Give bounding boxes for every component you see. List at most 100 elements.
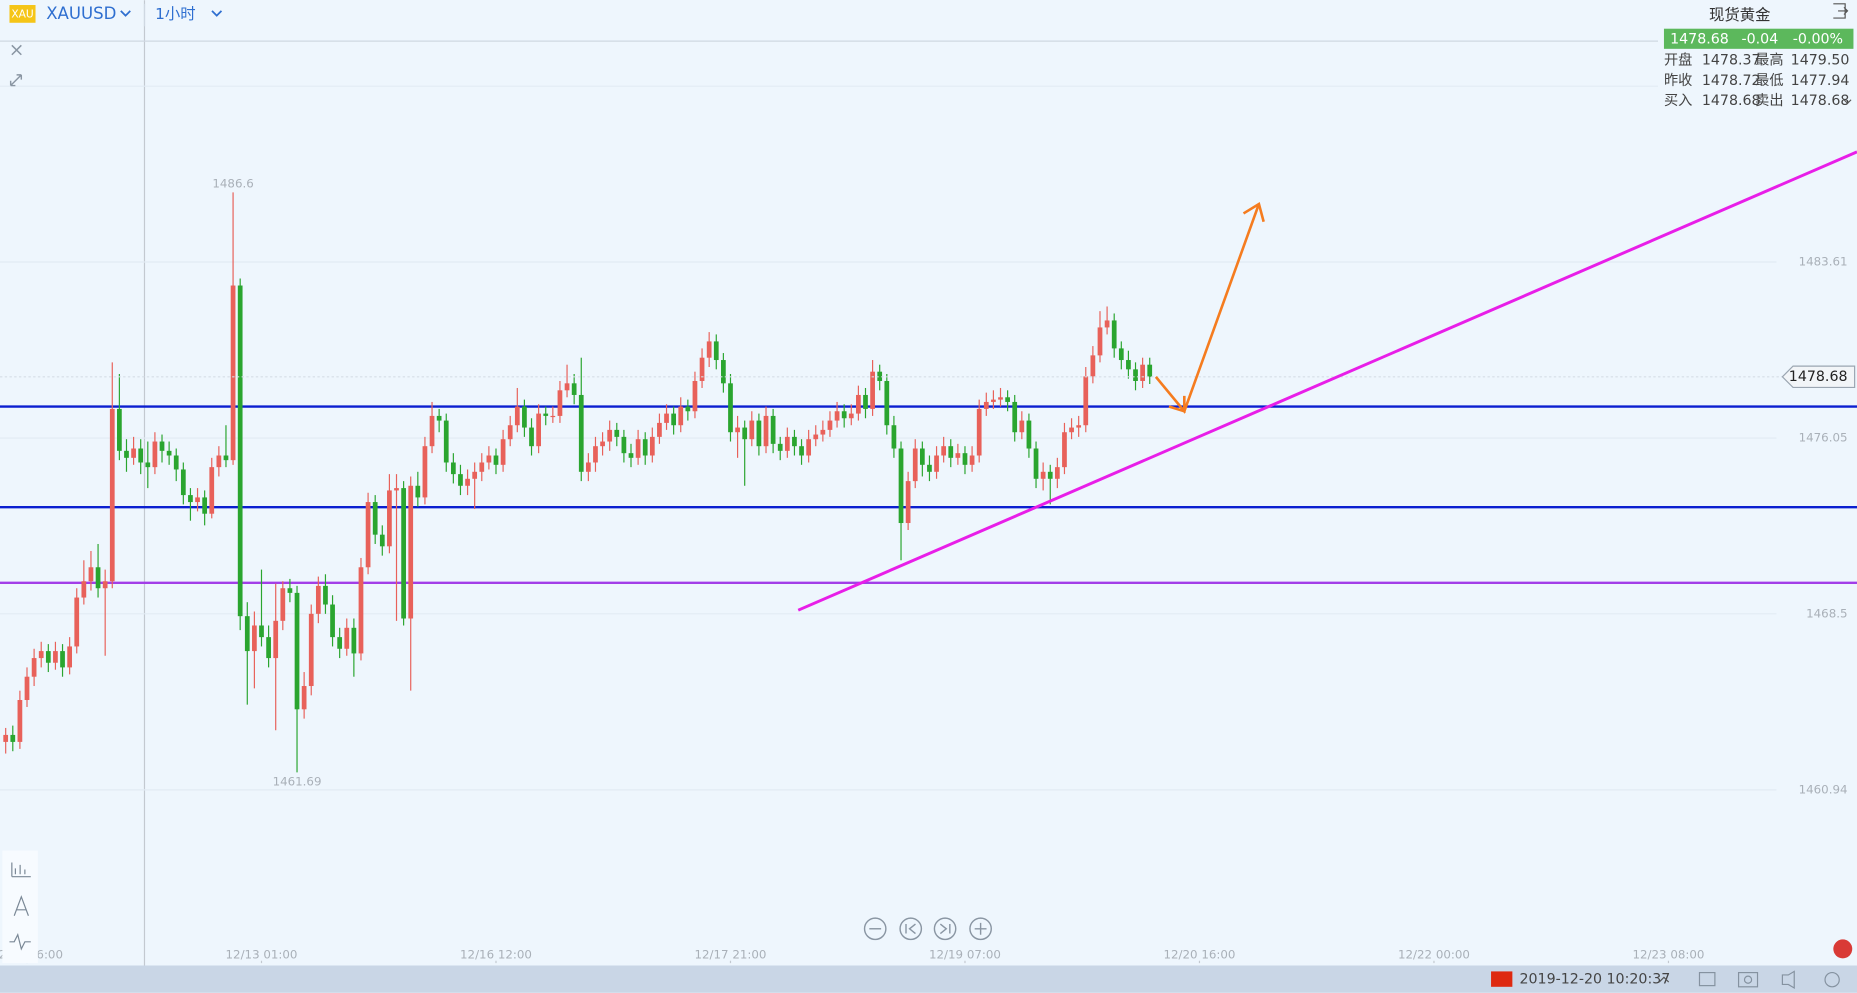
candle-body: [898, 448, 904, 524]
candle-body: [699, 357, 705, 381]
candle-body: [756, 420, 762, 447]
expand-icon[interactable]: [1843, 99, 1852, 105]
candle-body: [536, 413, 541, 447]
candle-body: [884, 380, 890, 426]
candle-body: [1140, 364, 1145, 381]
candle-body: [642, 439, 648, 456]
candle-body: [585, 462, 591, 472]
candle-body: [202, 497, 208, 514]
candle-body: [976, 408, 982, 456]
y-tick-label: 1468.5: [1806, 606, 1847, 620]
scroll-end[interactable]: [933, 917, 957, 941]
candle-body: [820, 429, 826, 435]
candle-body: [522, 406, 527, 428]
candle-body: [266, 637, 271, 659]
candle-body: [138, 448, 144, 463]
candle-body: [24, 676, 30, 700]
candle-body: [74, 597, 80, 647]
candle-body: [1005, 397, 1010, 402]
quote-cell: 1477.94: [1791, 73, 1850, 89]
candle-body: [109, 408, 115, 582]
candle-body: [379, 534, 385, 547]
symbol[interactable]: XAUUSD: [46, 4, 116, 23]
up-icon[interactable]: [1658, 976, 1670, 983]
candle-body: [259, 625, 264, 638]
camera-icon[interactable]: [1737, 972, 1759, 988]
window-icon[interactable]: [1698, 972, 1716, 987]
dropdown-icon[interactable]: [120, 10, 131, 17]
candle-body: [607, 429, 613, 442]
tool-draw[interactable]: [13, 895, 29, 916]
candle-body: [728, 383, 733, 433]
candle-body: [351, 627, 357, 654]
quote-change: -0.04: [1742, 31, 1779, 47]
alert-icon[interactable]: [1833, 939, 1853, 959]
close-icon[interactable]: [11, 44, 22, 56]
settings-icon[interactable]: [1824, 972, 1840, 988]
candle-body: [479, 462, 485, 472]
scroll-start[interactable]: [899, 917, 923, 941]
candle-body: [31, 658, 37, 677]
candle-body: [10, 734, 16, 742]
zoom-in[interactable]: [969, 917, 992, 941]
candle-body: [1083, 376, 1089, 426]
candle-body: [706, 341, 712, 358]
candle-body: [450, 462, 456, 475]
candle-body: [969, 455, 975, 465]
candle-body: [1097, 327, 1103, 356]
dropdown-icon[interactable]: [211, 10, 223, 17]
candle-body: [664, 413, 669, 423]
candle-body: [742, 427, 748, 440]
candle-body: [749, 420, 755, 440]
candle-body: [67, 646, 73, 668]
last-price-tag: [1781, 365, 1856, 389]
candle-body: [927, 464, 932, 472]
candle-body: [1118, 348, 1124, 361]
candle-body: [1090, 355, 1096, 377]
candle-body: [81, 581, 87, 598]
candle-body: [237, 285, 243, 617]
drawings: [797, 150, 1857, 612]
y-tick-label: 1483.61: [1799, 254, 1848, 268]
candle-body: [571, 383, 577, 395]
candle-body: [1054, 467, 1060, 479]
sound-icon[interactable]: [1781, 970, 1795, 990]
candle-body: [614, 429, 620, 437]
candle-body: [280, 588, 286, 621]
candle-body: [905, 481, 911, 524]
x-tick-label: 12/19 07:00: [929, 947, 1001, 961]
candle-body: [657, 422, 662, 437]
zoom-out[interactable]: [863, 917, 887, 941]
extreme-label: 1486.6: [212, 177, 253, 191]
symbol-badge-bg: [9, 5, 36, 23]
candle-body: [294, 592, 300, 710]
candle-body: [1069, 427, 1074, 433]
candle-body: [152, 441, 158, 468]
candle-body: [912, 448, 918, 482]
candle-body: [415, 485, 421, 498]
candle-body: [500, 439, 506, 465]
candle-body: [53, 651, 58, 663]
quote-cell: 1478.37: [1702, 53, 1761, 69]
candle-body: [273, 620, 279, 659]
x-tick-label: 12/20 16:00: [1164, 947, 1236, 961]
candle-body: [671, 413, 677, 426]
candle-body: [472, 471, 478, 479]
candle-body: [621, 436, 627, 454]
quote-cell: 1478.68: [1702, 93, 1761, 109]
candle-body: [131, 448, 136, 458]
candle-body: [117, 408, 122, 451]
candle-body: [436, 415, 442, 421]
period[interactable]: 1小时: [155, 5, 196, 23]
candle-body: [507, 425, 513, 440]
candle-body: [88, 567, 94, 582]
panel-toggle[interactable]: [1833, 3, 1849, 19]
tool-indicator[interactable]: [11, 862, 31, 878]
candle-body: [173, 455, 179, 470]
collapse-icon[interactable]: [9, 74, 23, 87]
candle-body: [95, 567, 101, 589]
tool-wave[interactable]: [9, 932, 31, 951]
candle-body: [777, 443, 783, 451]
symbol-badge: XAU: [11, 7, 33, 20]
